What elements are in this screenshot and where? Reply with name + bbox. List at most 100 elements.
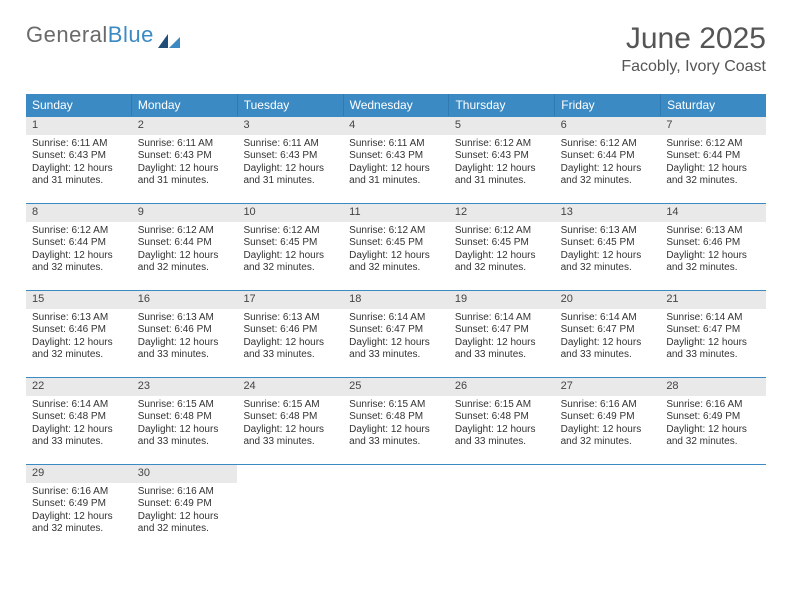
- sunrise-line: Sunrise: 6:12 AM: [455, 225, 549, 238]
- sunrise-line: Sunrise: 6:14 AM: [32, 399, 126, 412]
- day-number: 3: [237, 117, 343, 135]
- daylight-line: Daylight: 12 hours and 32 minutes.: [32, 250, 126, 275]
- calendar-day-cell: 7 Sunrise: 6:12 AMSunset: 6:44 PMDaylight…: [660, 117, 766, 203]
- calendar-day-cell: 14 Sunrise: 6:13 AMSunset: 6:46 PMDayligh…: [660, 204, 766, 290]
- daylight-line: Daylight: 12 hours and 32 minutes.: [32, 337, 126, 362]
- day-number: 10: [237, 204, 343, 222]
- logo-word-1: General: [26, 22, 108, 48]
- calendar-day-cell: 9Sunrise: 6:12 AMSunset: 6:44 PMDaylight…: [132, 204, 238, 290]
- calendar-day-cell: [555, 465, 661, 551]
- day-number: 21: [660, 291, 766, 309]
- sunrise-line: Sunrise: 6:13 AM: [243, 312, 337, 325]
- day-body: Sunrise: 6:11 AMSunset: 6:43 PMDaylight:…: [26, 138, 132, 188]
- day-number: 9: [132, 204, 238, 222]
- day-body: Sunrise: 6:16 AMSunset: 6:49 PMDaylight:…: [26, 486, 132, 536]
- sunrise-line: Sunrise: 6:11 AM: [349, 138, 443, 151]
- sunrise-line: Sunrise: 6:11 AM: [32, 138, 126, 151]
- daylight-line: Daylight: 12 hours and 33 minutes.: [138, 337, 232, 362]
- calendar-day-cell: 22 Sunrise: 6:14 AMSunset: 6:48 PMDayligh…: [26, 378, 132, 464]
- daylight-line: Daylight: 12 hours and 31 minutes.: [243, 163, 337, 188]
- sunrise-line: Sunrise: 6:14 AM: [561, 312, 655, 325]
- day-of-week-header: Tuesday: [238, 94, 344, 116]
- sunset-line: Sunset: 6:47 PM: [561, 324, 655, 337]
- calendar-day-cell: 25Sunrise: 6:15 AMSunset: 6:48 PMDayligh…: [343, 378, 449, 464]
- calendar-week-row: 22Sunrise: 6:14 AMSunset: 6:48 PMDayligh…: [26, 377, 766, 464]
- day-body: Sunrise: 6:12 AMSunset: 6:44 PMDaylight:…: [26, 225, 132, 275]
- day-number: 22: [26, 378, 132, 396]
- daylight-line: Daylight: 12 hours and 32 minutes.: [561, 424, 655, 449]
- day-number: 2: [132, 117, 238, 135]
- day-body: Sunrise: 6:15 AMSunset: 6:48 PMDaylight:…: [132, 399, 238, 449]
- month-title: June 2025: [621, 22, 766, 56]
- title-block: June 2025 Facobly, Ivory Coast: [621, 22, 766, 76]
- day-number: 13: [555, 204, 661, 222]
- sunset-line: Sunset: 6:49 PM: [138, 498, 232, 511]
- calendar-day-cell: [237, 465, 343, 551]
- calendar-day-cell: 10 Sunrise: 6:12 AMSunset: 6:45 PMDayligh…: [237, 204, 343, 290]
- day-body: Sunrise: 6:16 AMSunset: 6:49 PMDaylight:…: [132, 486, 238, 536]
- day-number: 28: [660, 378, 766, 396]
- sunrise-line: Sunrise: 6:16 AM: [561, 399, 655, 412]
- sunrise-line: Sunrise: 6:15 AM: [349, 399, 443, 412]
- day-body: Sunrise: 6:13 AMSunset: 6:46 PMDaylight:…: [26, 312, 132, 362]
- sunset-line: Sunset: 6:49 PM: [32, 498, 126, 511]
- sunset-line: Sunset: 6:45 PM: [561, 237, 655, 250]
- day-body: Sunrise: 6:13 AMSunset: 6:46 PMDaylight:…: [132, 312, 238, 362]
- daylight-line: Daylight: 12 hours and 31 minutes.: [349, 163, 443, 188]
- daylight-line: Daylight: 12 hours and 32 minutes.: [666, 424, 760, 449]
- day-number: 11: [343, 204, 449, 222]
- calendar-day-cell: 15Sunrise: 6:13 AMSunset: 6:46 PMDayligh…: [26, 291, 132, 377]
- day-body: Sunrise: 6:14 AMSunset: 6:47 PMDaylight:…: [449, 312, 555, 362]
- calendar-day-cell: [449, 465, 555, 551]
- daylight-line: Daylight: 12 hours and 33 minutes.: [349, 424, 443, 449]
- sunset-line: Sunset: 6:43 PM: [32, 150, 126, 163]
- daylight-line: Daylight: 12 hours and 31 minutes.: [32, 163, 126, 188]
- daylight-line: Daylight: 12 hours and 33 minutes.: [243, 424, 337, 449]
- day-number: 7: [660, 117, 766, 135]
- day-of-week-header: Thursday: [449, 94, 555, 116]
- day-body: Sunrise: 6:14 AMSunset: 6:47 PMDaylight:…: [555, 312, 661, 362]
- sunset-line: Sunset: 6:45 PM: [243, 237, 337, 250]
- sunset-line: Sunset: 6:47 PM: [349, 324, 443, 337]
- day-body: Sunrise: 6:12 AMSunset: 6:45 PMDaylight:…: [449, 225, 555, 275]
- day-body: Sunrise: 6:12 AMSunset: 6:44 PMDaylight:…: [660, 138, 766, 188]
- logo-word-2: Blue: [108, 22, 154, 48]
- daylight-line: Daylight: 12 hours and 32 minutes.: [32, 511, 126, 536]
- calendar-week-row: 15Sunrise: 6:13 AMSunset: 6:46 PMDayligh…: [26, 290, 766, 377]
- sunrise-line: Sunrise: 6:12 AM: [561, 138, 655, 151]
- daylight-line: Daylight: 12 hours and 33 minutes.: [138, 424, 232, 449]
- daylight-line: Daylight: 12 hours and 33 minutes.: [32, 424, 126, 449]
- calendar-day-cell: 26Sunrise: 6:15 AMSunset: 6:48 PMDayligh…: [449, 378, 555, 464]
- sunset-line: Sunset: 6:45 PM: [455, 237, 549, 250]
- daylight-line: Daylight: 12 hours and 33 minutes.: [666, 337, 760, 362]
- calendar-grid: SundayMondayTuesdayWednesdayThursdayFrid…: [26, 94, 766, 551]
- day-body: Sunrise: 6:12 AMSunset: 6:45 PMDaylight:…: [237, 225, 343, 275]
- day-body: Sunrise: 6:12 AMSunset: 6:45 PMDaylight:…: [343, 225, 449, 275]
- sunrise-line: Sunrise: 6:12 AM: [455, 138, 549, 151]
- sunrise-line: Sunrise: 6:12 AM: [32, 225, 126, 238]
- day-body: Sunrise: 6:11 AMSunset: 6:43 PMDaylight:…: [132, 138, 238, 188]
- day-body: Sunrise: 6:13 AMSunset: 6:46 PMDaylight:…: [660, 225, 766, 275]
- daylight-line: Daylight: 12 hours and 33 minutes.: [349, 337, 443, 362]
- sunrise-line: Sunrise: 6:14 AM: [349, 312, 443, 325]
- day-number: 8: [26, 204, 132, 222]
- sunrise-line: Sunrise: 6:14 AM: [666, 312, 760, 325]
- calendar-week-row: 8 Sunrise: 6:12 AMSunset: 6:44 PMDaylight…: [26, 203, 766, 290]
- day-number: 14: [660, 204, 766, 222]
- daylight-line: Daylight: 12 hours and 32 minutes.: [666, 163, 760, 188]
- day-body: Sunrise: 6:11 AMSunset: 6:43 PMDaylight:…: [343, 138, 449, 188]
- sunset-line: Sunset: 6:48 PM: [455, 411, 549, 424]
- sunset-line: Sunset: 6:43 PM: [243, 150, 337, 163]
- day-number: 30: [132, 465, 238, 483]
- sunset-line: Sunset: 6:43 PM: [455, 150, 549, 163]
- day-body: Sunrise: 6:14 AMSunset: 6:48 PMDaylight:…: [26, 399, 132, 449]
- calendar-day-cell: 23Sunrise: 6:15 AMSunset: 6:48 PMDayligh…: [132, 378, 238, 464]
- sunset-line: Sunset: 6:49 PM: [666, 411, 760, 424]
- sunrise-line: Sunrise: 6:13 AM: [138, 312, 232, 325]
- sunset-line: Sunset: 6:46 PM: [138, 324, 232, 337]
- calendar-day-cell: 16Sunrise: 6:13 AMSunset: 6:46 PMDayligh…: [132, 291, 238, 377]
- sunset-line: Sunset: 6:47 PM: [666, 324, 760, 337]
- calendar-day-cell: 3Sunrise: 6:11 AMSunset: 6:43 PMDaylight…: [237, 117, 343, 203]
- sunset-line: Sunset: 6:46 PM: [32, 324, 126, 337]
- calendar-day-cell: 28Sunrise: 6:16 AMSunset: 6:49 PMDayligh…: [660, 378, 766, 464]
